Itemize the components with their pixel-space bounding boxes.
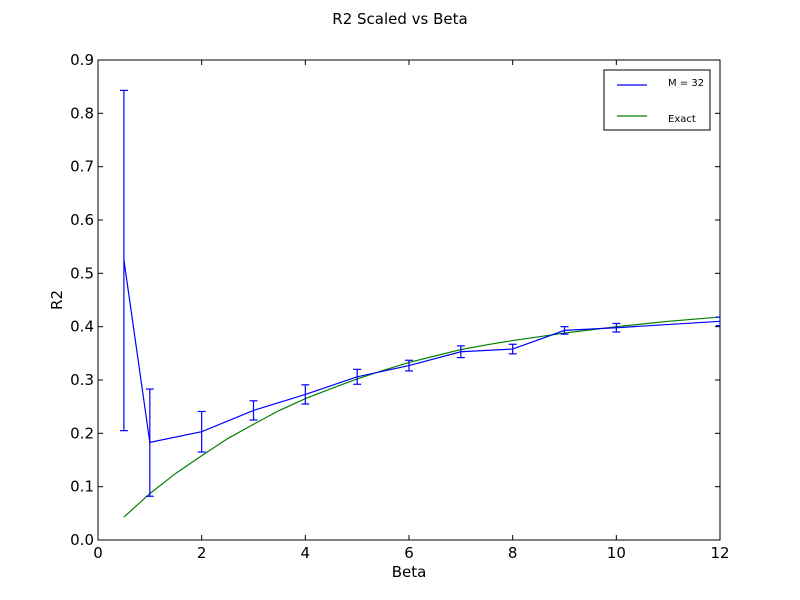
error-bar (560, 326, 569, 335)
y-tick-label: 0.6 (70, 211, 94, 229)
error-bar (197, 410, 206, 453)
y-tick-label: 0.3 (70, 371, 94, 389)
y-tick-label: 0.0 (70, 531, 94, 549)
error-bar (145, 388, 154, 497)
legend-label-exact: Exact (668, 114, 696, 125)
series-layer (119, 89, 720, 518)
x-axis-label: Beta (392, 563, 427, 581)
error-bar (508, 343, 517, 355)
error-bar (612, 322, 621, 333)
error-bar (456, 345, 465, 359)
y-tick-label: 0.8 (70, 104, 94, 122)
y-tick-label: 0.4 (70, 318, 94, 336)
plot-area-frame (97, 59, 721, 541)
y-axis-label: R2 (48, 290, 66, 310)
tick-layer: 0 2 4 6 8 10 12 0.0 0.1 0.2 0.3 0.4 0.5 0.6 0.7 0.8 0.9 (70, 51, 729, 562)
chart-title: R2 Scaled vs Beta (332, 10, 467, 28)
legend-frame (603, 69, 711, 131)
error-bar (405, 359, 413, 372)
x-tick-label: 4 (301, 544, 311, 562)
error-bar (249, 400, 258, 421)
x-tick-label: 8 (508, 544, 518, 562)
series-line-exact (123, 316, 720, 518)
x-tick-label: 10 (607, 544, 626, 562)
x-tick-label: 2 (197, 544, 207, 562)
legend: M = 32 Exact (603, 69, 711, 131)
x-tick-label: 0 (93, 544, 103, 562)
y-tick-label: 0.5 (70, 264, 94, 282)
series-line-m32 (123, 259, 720, 444)
error-bar (716, 316, 720, 327)
error-bar (119, 89, 128, 432)
y-tick-label: 0.1 (70, 478, 94, 496)
y-tick-label: 0.9 (70, 51, 94, 69)
error-bar (301, 384, 310, 405)
x-tick-label: 6 (404, 544, 414, 562)
y-tick-label: 0.2 (70, 424, 94, 442)
legend-label-m32: M = 32 (668, 78, 704, 89)
error-bar (353, 368, 362, 385)
x-tick-label: 12 (710, 544, 729, 562)
y-tick-label: 0.7 (70, 158, 94, 176)
